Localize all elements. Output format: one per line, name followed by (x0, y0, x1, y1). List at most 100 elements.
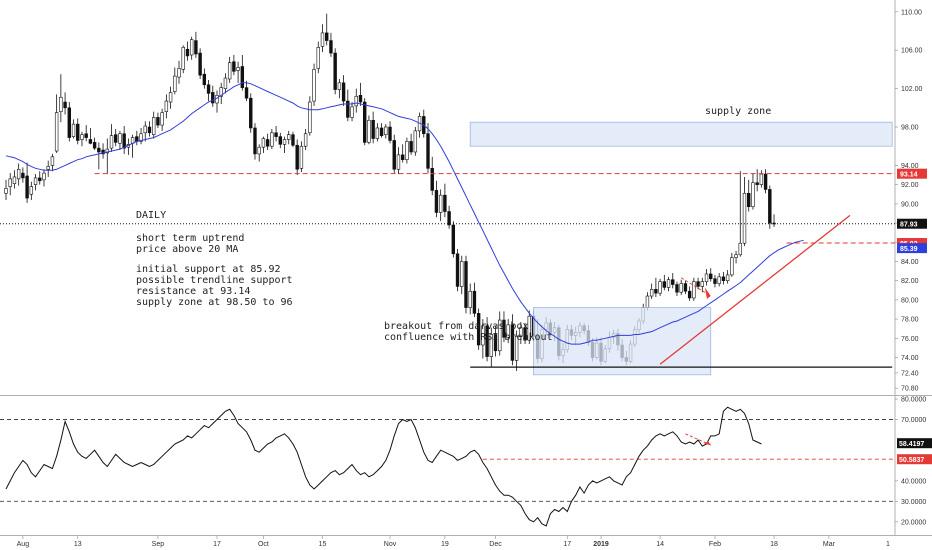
time-label-Aug: Aug (17, 541, 30, 548)
price-tick-label: 70.80 (901, 386, 919, 393)
candle-down (502, 319, 506, 338)
rsi-tick-label: 40.0000 (901, 478, 926, 485)
candle-up (223, 77, 228, 89)
candle-down (510, 324, 515, 361)
time-label-14: 14 (656, 541, 664, 548)
rsi-tick-label: 20.0000 (901, 519, 926, 526)
candle-down (206, 84, 211, 94)
candle-down (747, 192, 751, 208)
candle-down (683, 283, 688, 292)
time-label-Dec: Dec (489, 541, 502, 548)
candle-down (409, 141, 413, 153)
candle-down (472, 290, 477, 314)
candle-up (396, 154, 401, 170)
candle-down (114, 134, 118, 143)
candle-up (303, 133, 308, 147)
candle-up (46, 166, 50, 170)
rsi-line (5, 406, 762, 527)
candle-down (274, 132, 278, 137)
candle-down (333, 52, 337, 90)
price-tick-label: 92.00 (901, 182, 919, 189)
daily-label: DAILY (136, 210, 167, 221)
candle-down (265, 139, 270, 147)
annotation-above-ma: price above 20 MA (136, 244, 239, 255)
price-pane[interactable] (4, 13, 776, 371)
candle-up (29, 186, 34, 195)
price-label-box (897, 168, 927, 179)
candle-down (92, 142, 97, 149)
candle-down (198, 52, 202, 76)
candle-up (189, 39, 194, 56)
candle-down (721, 276, 726, 281)
candle-up (413, 130, 418, 153)
candle-up (460, 261, 464, 287)
candle-up (287, 134, 291, 140)
candle-down (88, 139, 93, 144)
candle-down (696, 281, 700, 287)
candle-up (717, 276, 721, 284)
candle-down (476, 313, 481, 346)
time-label-17: 17 (213, 541, 221, 548)
price-tick-label: 74.00 (901, 355, 919, 362)
candle-down (253, 127, 257, 155)
candle-up (270, 132, 274, 147)
candle-down (156, 117, 160, 126)
candle-down (687, 290, 692, 299)
price-tick-label: 90.00 (901, 201, 919, 208)
candle-up (42, 172, 46, 181)
time-label-Oct: Oct (258, 541, 269, 548)
candle-down (426, 133, 430, 169)
candle-down (341, 82, 346, 102)
candle-down (25, 175, 29, 199)
candle-up (219, 87, 223, 97)
candle-down (493, 334, 498, 352)
price-label-box (897, 238, 927, 249)
time-label-Sep: Sep (152, 541, 165, 548)
price-label-box (897, 243, 927, 254)
candle-up (666, 279, 671, 288)
rsi-value-box (897, 454, 932, 465)
candle-up (734, 254, 738, 258)
price-tick-label: 98.00 (901, 125, 919, 132)
candle-up (80, 134, 84, 140)
candle-up (71, 123, 76, 137)
candle-down (671, 279, 675, 285)
time-label-Nov: Nov (384, 541, 397, 548)
trendline (659, 214, 851, 365)
candle-down (325, 32, 329, 41)
candle-up (50, 156, 55, 166)
candle-up (168, 92, 173, 103)
candle-down (709, 273, 713, 280)
candle-down (240, 66, 245, 88)
rsi-hint-arrowhead (703, 441, 711, 446)
candle-down (755, 182, 759, 185)
candle-down (346, 100, 350, 118)
candle-up (692, 281, 696, 299)
candle-up (489, 334, 493, 357)
price-tick-label: 80.00 (901, 297, 919, 304)
candle-down (451, 224, 456, 255)
candle-up (299, 145, 304, 169)
candle-up (308, 101, 312, 134)
candle-down (371, 119, 375, 139)
rsi-value-50-5837: 50.5837 (899, 457, 924, 464)
candle-down (485, 325, 489, 357)
candle-down (291, 134, 295, 146)
candle-up (649, 289, 654, 297)
candle-up (759, 173, 764, 185)
candle-down (84, 133, 88, 138)
annotation-trendline: possible trendline support (136, 275, 293, 286)
candle-up (506, 324, 510, 338)
candle-down (713, 278, 717, 284)
candle-down (379, 127, 384, 136)
candle-down (675, 284, 679, 293)
price-hint-arrowhead (704, 287, 711, 299)
candle-down (249, 97, 253, 129)
candle-up (514, 336, 519, 361)
rsi-tick-label: 30.0000 (901, 499, 926, 506)
candle-down (147, 126, 152, 134)
rsi-value-box (897, 438, 932, 449)
candle-up (742, 192, 747, 244)
price-tick-label: 110.00 (901, 9, 922, 16)
